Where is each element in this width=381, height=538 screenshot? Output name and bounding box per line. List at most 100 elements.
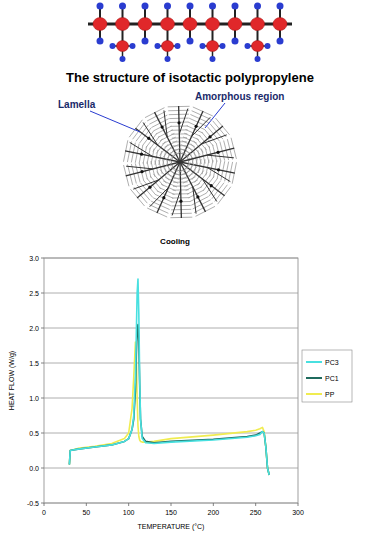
tie-point	[208, 135, 211, 138]
tick	[41, 363, 44, 364]
page: The structure of isotactic polypropylene…	[0, 0, 381, 538]
lamella-fold	[154, 122, 170, 130]
hydrogen	[164, 3, 171, 10]
legend-label: PC3	[325, 359, 339, 366]
hydrogen	[265, 43, 271, 49]
legend-swatch	[306, 361, 322, 363]
carbon	[161, 18, 175, 31]
grid-line	[44, 328, 298, 329]
hydrogen	[255, 56, 261, 62]
hydrogen	[142, 3, 149, 10]
hydrogen	[97, 3, 104, 10]
carbon	[273, 18, 287, 31]
grid-line	[44, 398, 298, 399]
lamella	[126, 162, 180, 176]
plot-area	[44, 258, 298, 503]
carbon	[252, 41, 264, 52]
grid-line	[44, 258, 298, 259]
carbon	[117, 41, 129, 52]
tie-point	[147, 137, 150, 140]
series-line	[69, 279, 269, 475]
hydrogen	[155, 43, 161, 49]
carbon	[206, 18, 220, 31]
lamella-branch	[201, 135, 226, 144]
lamella-fold	[143, 131, 154, 146]
tick-label: 100	[123, 509, 135, 516]
lamella	[154, 112, 180, 162]
tick	[86, 503, 87, 506]
tick-label: 0.0	[29, 465, 39, 472]
tie-point	[162, 196, 165, 199]
hydrogen	[245, 43, 251, 49]
tie-point	[217, 168, 220, 171]
tie-point	[216, 151, 219, 154]
tie-point	[196, 195, 199, 198]
lamella-branch	[207, 168, 230, 182]
series-group	[69, 279, 269, 475]
carbon	[162, 41, 174, 52]
tick	[44, 503, 45, 506]
hydrogen	[119, 3, 126, 10]
legend-label: PP	[325, 391, 335, 398]
lamella	[180, 162, 206, 212]
series-line	[69, 342, 269, 475]
grid-line	[44, 293, 298, 294]
axis-title: HEAT FLOW (W/g)	[8, 351, 16, 410]
lamella-branch	[193, 187, 196, 214]
hydrogen	[232, 3, 239, 10]
lamella-fold	[206, 179, 217, 194]
hydrogen	[97, 38, 104, 45]
hydrogen	[232, 38, 239, 45]
lamella-branch	[126, 166, 153, 169]
series-line	[69, 325, 269, 476]
carbon	[116, 18, 130, 31]
carbon	[207, 41, 219, 52]
tick	[171, 503, 172, 506]
tie-point	[161, 126, 164, 129]
carbon	[251, 18, 265, 31]
tick-label: 200	[207, 509, 219, 516]
legend-swatch	[306, 377, 322, 379]
legend-swatch	[306, 393, 322, 395]
tick-label: 300	[292, 509, 304, 516]
tick	[213, 503, 214, 506]
lamella-branch	[164, 110, 167, 137]
leader	[90, 111, 140, 132]
legend	[302, 350, 352, 402]
tick-label: 1.5	[29, 360, 39, 367]
carbon	[228, 18, 242, 31]
carbon	[138, 18, 152, 31]
lamella-branch	[130, 142, 153, 156]
carbon	[93, 18, 107, 31]
caption: The structure of isotactic polypropylene	[66, 70, 314, 85]
tick-label: 2.5	[29, 290, 39, 297]
hydrogen	[209, 3, 216, 10]
tick-label: 0.5	[29, 430, 39, 437]
hydrogen	[187, 38, 194, 45]
tick-label: 3.0	[29, 255, 39, 262]
molecule	[88, 3, 292, 63]
grid-line	[44, 468, 298, 469]
hydrogen	[130, 43, 136, 49]
leader	[205, 103, 225, 128]
hydrogen	[277, 3, 284, 10]
hydrogen	[165, 56, 171, 62]
lamella-branch	[133, 180, 158, 189]
hydrogen	[277, 38, 284, 45]
hydrogen	[200, 43, 206, 49]
tick	[41, 328, 44, 329]
hydrogen	[187, 3, 194, 10]
tick-label: -0.5	[27, 500, 39, 507]
hydrogen	[210, 56, 216, 62]
hydrogen	[120, 56, 126, 62]
tick-label: 250	[250, 509, 262, 516]
tick	[41, 293, 44, 294]
tick-label: 0	[42, 509, 46, 516]
carbon	[183, 18, 197, 31]
tick	[298, 503, 299, 506]
tie-point	[210, 184, 213, 187]
tie-point	[179, 200, 182, 203]
tie-point	[148, 186, 151, 189]
tie-point	[195, 125, 198, 128]
tie-point	[177, 121, 180, 124]
